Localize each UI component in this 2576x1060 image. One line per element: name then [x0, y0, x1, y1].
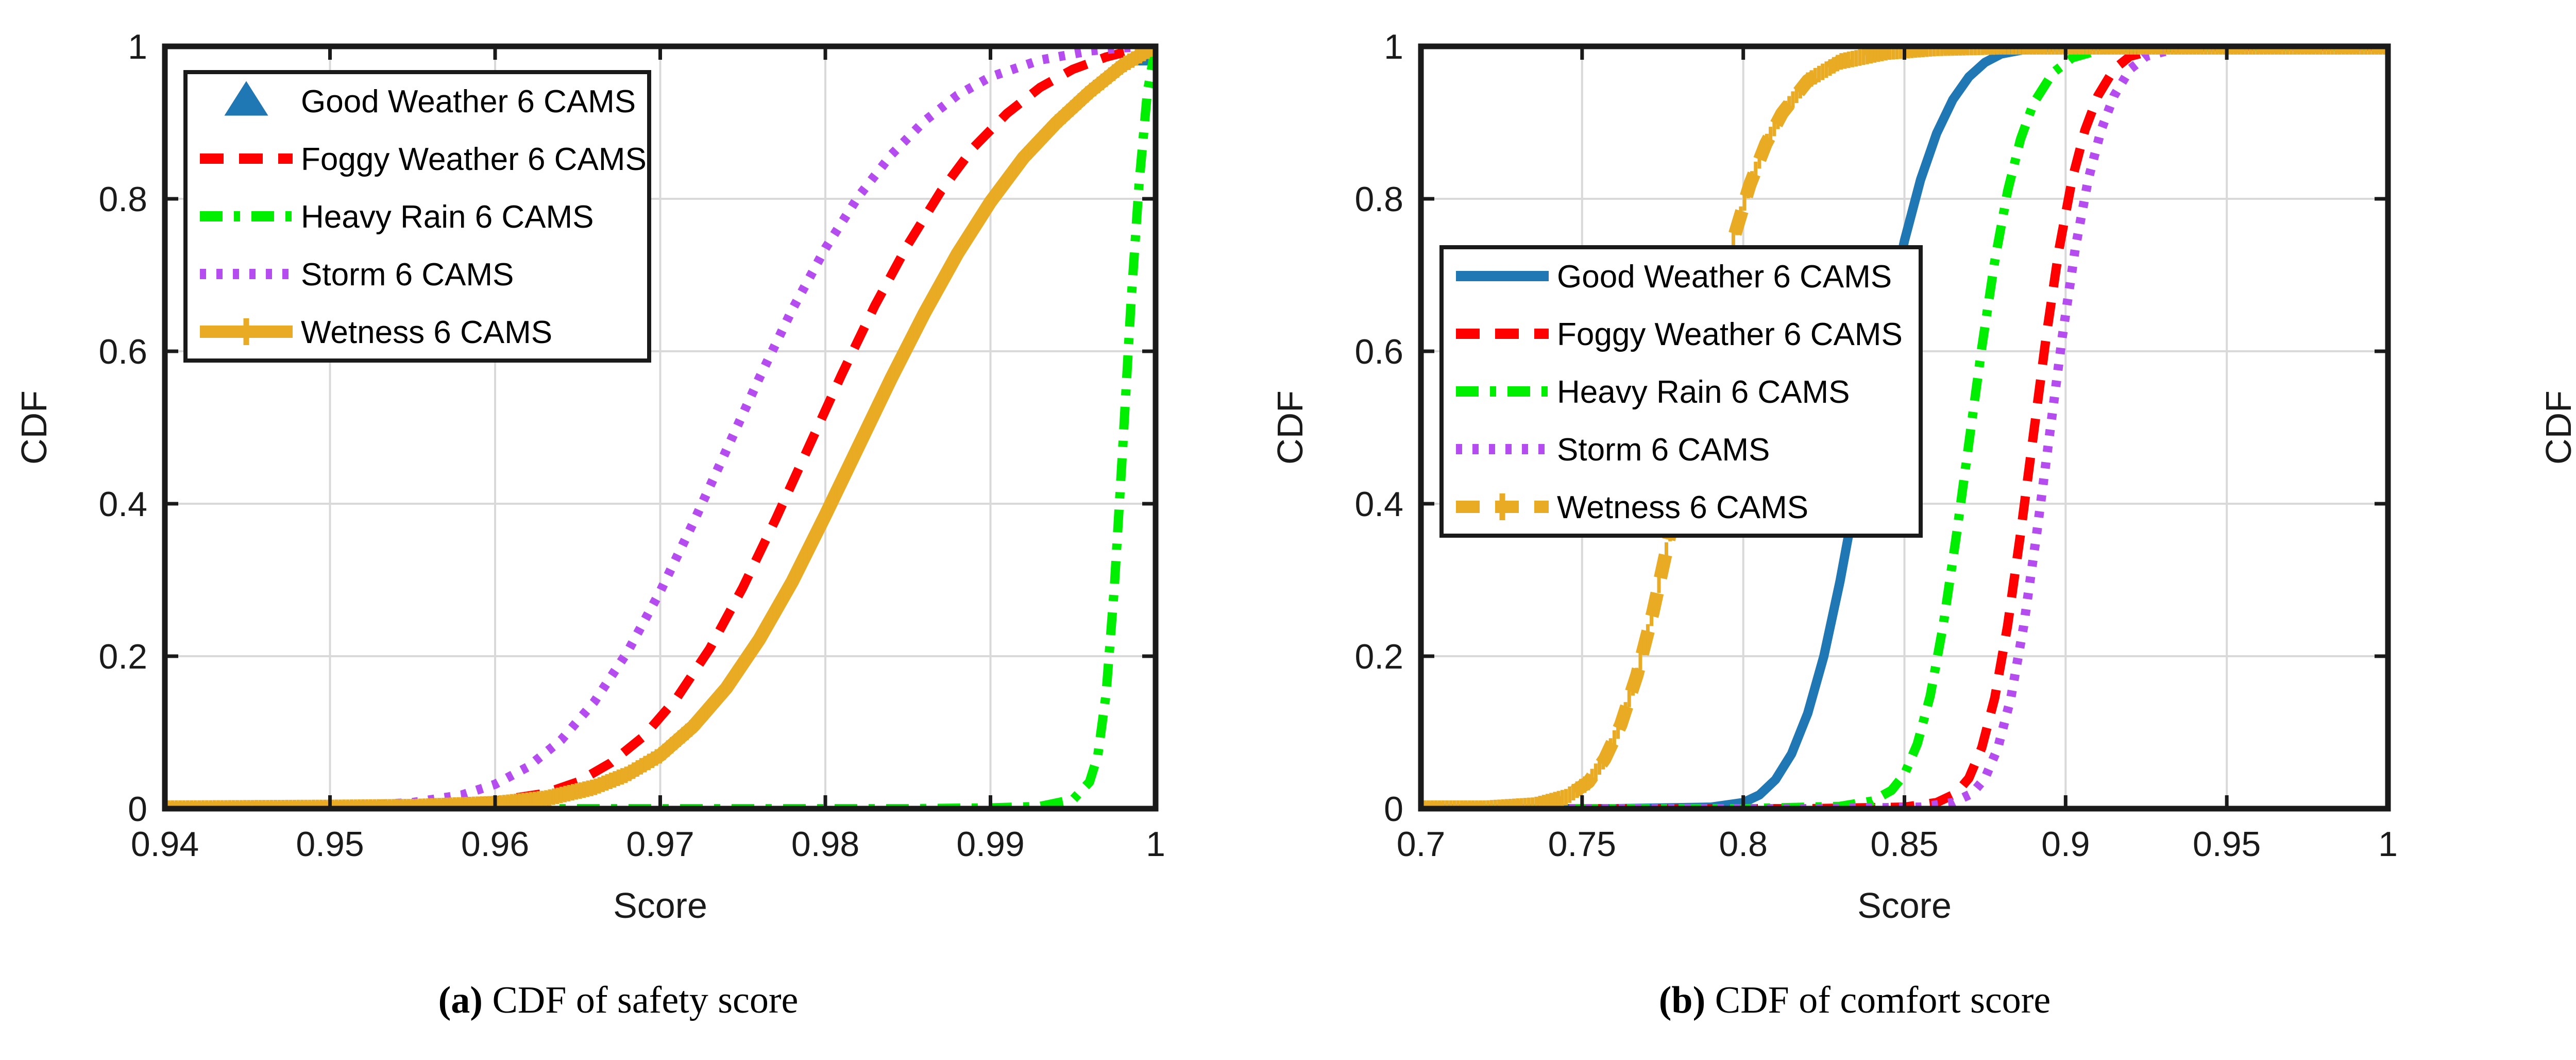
y-tick-label: 0.8: [98, 180, 147, 219]
x-tick-label: 0.75: [1548, 825, 1616, 864]
legend-label: Good Weather 6 CAMS: [301, 84, 636, 119]
series-line: [1421, 46, 2388, 809]
x-axis-label: Score: [1857, 885, 1952, 926]
x-tick-label: 0.95: [296, 825, 364, 864]
x-axis-label: Score: [613, 885, 707, 926]
y-tick-label: 1: [128, 27, 147, 66]
legend-label: Heavy Rain 6 CAMS: [1557, 374, 1850, 410]
legend-b: Good Weather 6 CAMS Foggy Weather 6 CAMS H…: [1439, 245, 1923, 538]
y-axis-label: CDF: [2538, 390, 2576, 465]
legend-label: Storm 6 CAMS: [301, 257, 514, 293]
x-tick-label: 0.97: [626, 825, 694, 864]
legend-label: Good Weather 6 CAMS: [1557, 259, 1892, 295]
y-tick-label: 0.2: [98, 637, 147, 676]
legend-label: Wetness 6 CAMS: [301, 315, 552, 350]
y-tick-label: 0.6: [98, 332, 147, 371]
legend-label: Foggy Weather 6 CAMS: [1557, 317, 1903, 352]
y-tick-label: 0.8: [1354, 180, 1403, 219]
x-tick-label: 0.7: [1397, 825, 1446, 864]
caption-c: (c) CDF of efficiency score: [2473, 979, 2576, 1022]
legend-a: Good Weather 6 CAMS Foggy Weather 6 CAMS H…: [183, 70, 651, 363]
series-line: [165, 46, 1156, 809]
caption-a-text: CDF of safety score: [492, 979, 799, 1021]
chart-c: 0.70.750.80.850.90.95100.20.40.60.81Scor…: [2538, 390, 2576, 465]
x-tick-label: 0.95: [2193, 825, 2261, 864]
x-tick-label: 0.9: [2041, 825, 2090, 864]
x-tick-label: 0.98: [791, 825, 859, 864]
y-axis-label: CDF: [14, 390, 54, 465]
x-tick-label: 0.8: [1719, 825, 1768, 864]
y-tick-label: 0.6: [1354, 332, 1403, 371]
panel-a: 0.94 0.95 0.96 0.97 0.98 0.99 1 0 0.2 0.4 0.6 0.8 1 S…: [0, 0, 1236, 1060]
y-tick-label: 0.2: [1354, 637, 1403, 676]
panel-b: 0.7 0.75 0.8 0.85 0.9 0.95 1 0 0.2 0.4 0.6 0.8 1 Scor…: [1236, 0, 2473, 1060]
y-tick-label: 0: [128, 790, 147, 829]
y-tick-label: 1: [1384, 27, 1403, 66]
series-line: [1421, 46, 2388, 809]
chart-b: 0.7 0.75 0.8 0.85 0.9 0.95 1 0 0.2 0.4 0.6 0.8 1 Scor…: [1270, 27, 2398, 926]
ticks: [1419, 44, 2390, 811]
legend-label: Foggy Weather 6 CAMS: [301, 142, 647, 177]
series-line: [1421, 46, 2388, 809]
x-tick-label: 0.96: [461, 825, 529, 864]
y-tick-label: 0: [1384, 790, 1403, 829]
ticks: [163, 44, 1158, 811]
panel-c: 0.70.750.80.850.90.95100.20.40.60.81Scor…: [2473, 0, 2576, 1060]
y-axis-label: CDF: [1270, 390, 1310, 465]
x-tick-label: 1: [2378, 825, 2398, 864]
chart-a: 0.94 0.95 0.96 0.97 0.98 0.99 1 0 0.2 0.4 0.6 0.8 1 S…: [14, 27, 1165, 926]
legend-label: Storm 6 CAMS: [1557, 432, 1770, 468]
x-tick-label: 1: [1146, 825, 1165, 864]
caption-b-text: CDF of comfort score: [1715, 979, 2051, 1021]
x-tick-label: 0.94: [131, 825, 199, 864]
caption-a: (a) CDF of safety score: [0, 979, 1236, 1022]
x-tick-label: 0.85: [1870, 825, 1938, 864]
caption-a-marker: (a): [438, 979, 483, 1021]
caption-b: (b) CDF of comfort score: [1236, 979, 2473, 1022]
y-tick-label: 0.4: [1354, 485, 1403, 524]
legend-marker-triangle: [224, 81, 268, 116]
legend-label: Wetness 6 CAMS: [1557, 490, 1808, 525]
y-tick-label: 0.4: [98, 485, 147, 524]
legend-label: Heavy Rain 6 CAMS: [301, 199, 594, 235]
x-tick-label: 0.99: [956, 825, 1024, 864]
caption-b-marker: (b): [1658, 979, 1706, 1021]
